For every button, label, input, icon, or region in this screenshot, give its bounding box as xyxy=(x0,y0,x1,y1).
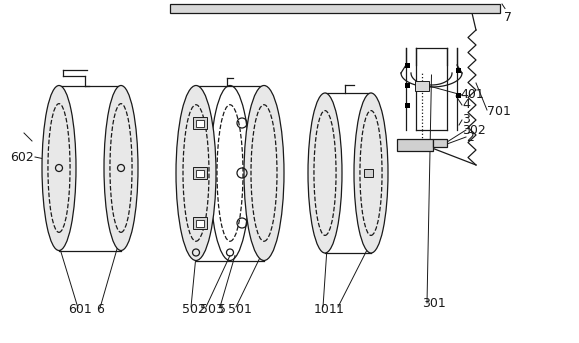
Bar xyxy=(415,81,429,91)
Text: 4: 4 xyxy=(462,98,470,111)
Bar xyxy=(196,220,204,226)
Bar xyxy=(405,103,410,108)
Text: 302: 302 xyxy=(462,124,486,137)
Bar xyxy=(405,63,410,68)
Ellipse shape xyxy=(42,85,76,250)
Text: 3: 3 xyxy=(462,113,470,126)
Bar xyxy=(364,169,373,177)
Text: 301: 301 xyxy=(422,297,446,310)
Text: 501: 501 xyxy=(228,303,252,316)
Text: 502: 502 xyxy=(182,303,206,316)
Ellipse shape xyxy=(308,93,342,253)
Bar xyxy=(193,167,207,179)
Ellipse shape xyxy=(244,85,284,260)
Bar xyxy=(193,117,207,129)
Text: 7: 7 xyxy=(504,11,512,24)
Bar xyxy=(196,119,204,127)
Bar xyxy=(456,68,461,73)
Ellipse shape xyxy=(176,85,216,260)
Bar xyxy=(456,93,461,98)
Bar xyxy=(433,139,447,147)
Bar xyxy=(397,139,433,151)
Text: 701: 701 xyxy=(487,105,511,118)
Text: 6: 6 xyxy=(96,303,104,316)
Bar xyxy=(193,217,207,229)
Bar xyxy=(405,83,410,88)
Text: 101: 101 xyxy=(314,303,338,316)
Bar xyxy=(196,169,204,177)
Text: 5: 5 xyxy=(218,303,226,316)
Text: 2: 2 xyxy=(466,131,474,144)
Text: 1: 1 xyxy=(336,303,344,316)
Ellipse shape xyxy=(104,85,138,250)
Text: 401: 401 xyxy=(460,88,483,101)
Text: 601: 601 xyxy=(68,303,91,316)
Text: 602: 602 xyxy=(10,151,34,164)
Ellipse shape xyxy=(354,93,388,253)
Text: 503: 503 xyxy=(200,303,224,316)
Bar xyxy=(170,4,500,13)
